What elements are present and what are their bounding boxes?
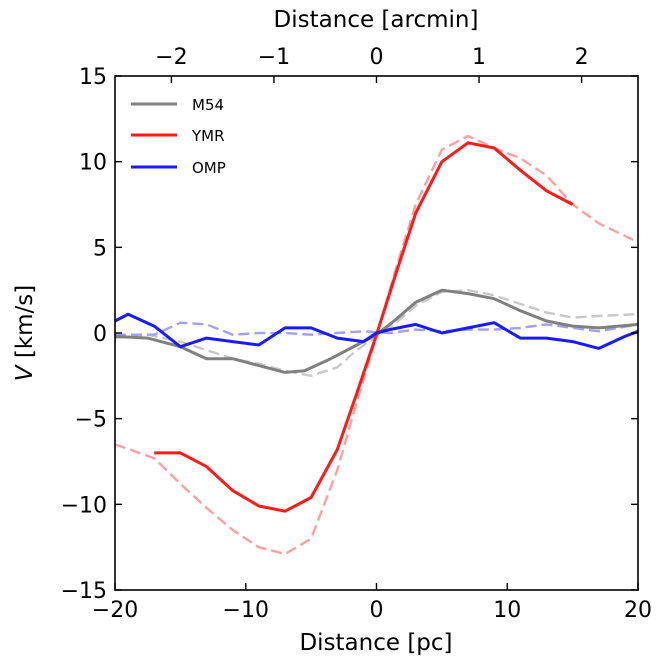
series-line-omp-solid bbox=[115, 312, 638, 350]
x2-tick-label: 0 bbox=[370, 45, 384, 70]
y-tick-label: −10 bbox=[61, 493, 107, 518]
x2-tick-label: −2 bbox=[155, 45, 187, 70]
x-tick-label: 0 bbox=[370, 598, 384, 623]
x-tick-label: −10 bbox=[223, 598, 269, 623]
series-layer bbox=[115, 134, 638, 556]
y-axis-label: V [km/s] bbox=[12, 285, 38, 381]
y-axis-label-symbol: V bbox=[12, 363, 38, 381]
legend-label-ymr: YMR bbox=[191, 127, 225, 145]
y-tick-label: 5 bbox=[93, 236, 107, 261]
y-tick-label: 0 bbox=[93, 322, 107, 347]
x-tick-label: −20 bbox=[92, 598, 138, 623]
series-line-ymr-solid bbox=[154, 141, 574, 513]
x2-tick-label: −1 bbox=[258, 45, 290, 70]
y-tick-label: 10 bbox=[79, 151, 107, 176]
legend: M54 YMR OMP bbox=[131, 96, 226, 177]
y-tick-label: −15 bbox=[61, 579, 107, 604]
legend-label-omp: OMP bbox=[192, 159, 226, 177]
x-tick-label: 20 bbox=[624, 598, 652, 623]
x-axis-label: Distance [pc] bbox=[299, 630, 452, 656]
x2-axis-label: Distance [arcmin] bbox=[274, 7, 479, 33]
plot-area bbox=[114, 75, 639, 591]
x-tick-label: 10 bbox=[493, 598, 521, 623]
y-tick-label: −5 bbox=[75, 408, 107, 433]
x2-tick-label: 2 bbox=[575, 45, 589, 70]
x2-tick-label: 1 bbox=[472, 45, 486, 70]
y-tick-label: 15 bbox=[79, 65, 107, 90]
legend-label-m54: M54 bbox=[192, 96, 224, 114]
y-axis-label-unit: [km/s] bbox=[12, 285, 38, 366]
